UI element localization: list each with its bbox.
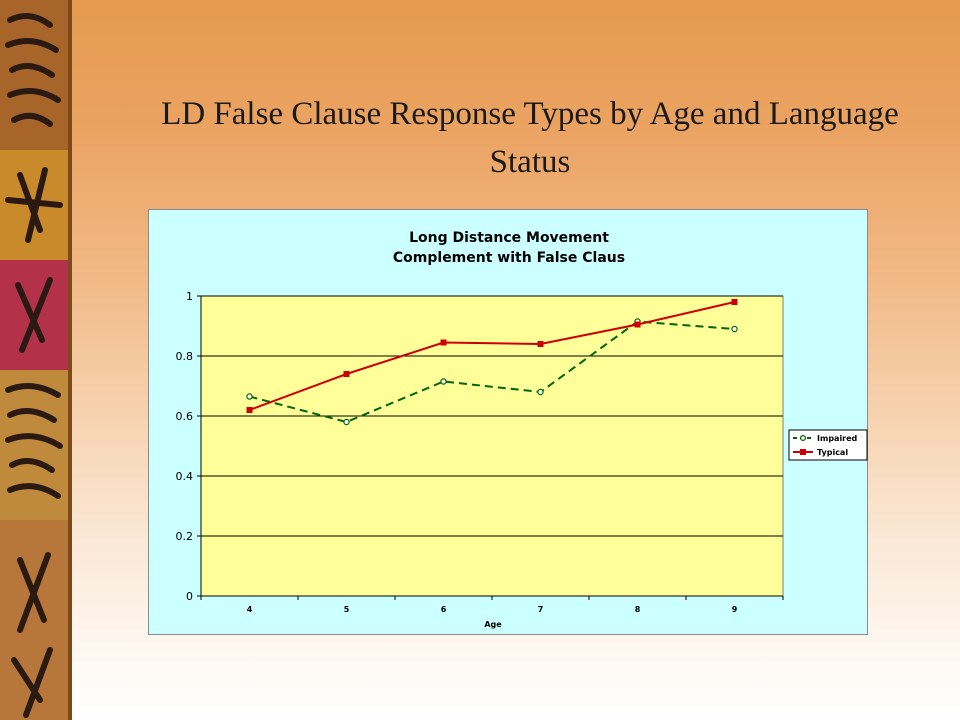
chart-title-line: Complement with False Claus [393, 250, 625, 266]
legend-marker-impaired [799, 435, 806, 442]
chart-title-line: Long Distance Movement [409, 230, 609, 246]
x-tick-label: 6 [441, 605, 447, 614]
series-line-typical [249, 301, 735, 411]
y-tick-label: 0.8 [176, 350, 194, 363]
plot-area [200, 295, 784, 597]
legend-label-typical: Typical [817, 448, 848, 457]
data-point-typical [634, 321, 641, 328]
data-point-impaired [343, 418, 350, 426]
data-point-impaired [731, 325, 738, 333]
series-line-impaired [249, 320, 735, 424]
y-tick-label: 1 [186, 290, 193, 303]
y-tick-label: 0.4 [176, 470, 194, 483]
data-point-impaired [246, 393, 253, 400]
legend-label-impaired: Impaired [817, 434, 858, 443]
x-axis-label: Age [484, 620, 502, 629]
data-point-impaired [440, 378, 447, 385]
x-tick-label: 5 [344, 605, 350, 614]
slide-title: LD False Clause Response Types by Age an… [161, 96, 899, 180]
data-point-typical [246, 407, 253, 413]
x-tick-label: 9 [732, 605, 738, 614]
chart-container: Long Distance Movement Complement with Fa… [148, 209, 868, 635]
x-tick-label: 8 [635, 605, 641, 614]
legend-marker-typical [800, 449, 806, 455]
line-chart: Long Distance Movement Complement with Fa… [176, 230, 868, 629]
x-tick-label: 7 [538, 605, 544, 614]
y-tick-label: 0.6 [176, 410, 194, 423]
decorative-tribal-pattern-strip [0, 0, 72, 720]
x-tick-label: 4 [247, 605, 253, 614]
data-point-typical [440, 339, 447, 346]
data-point-impaired [537, 388, 544, 396]
y-tick-label: 0 [186, 590, 193, 603]
y-tick-label: 0.2 [176, 530, 194, 543]
data-point-typical [731, 299, 738, 305]
data-point-typical [537, 341, 544, 347]
data-point-typical [343, 371, 350, 377]
